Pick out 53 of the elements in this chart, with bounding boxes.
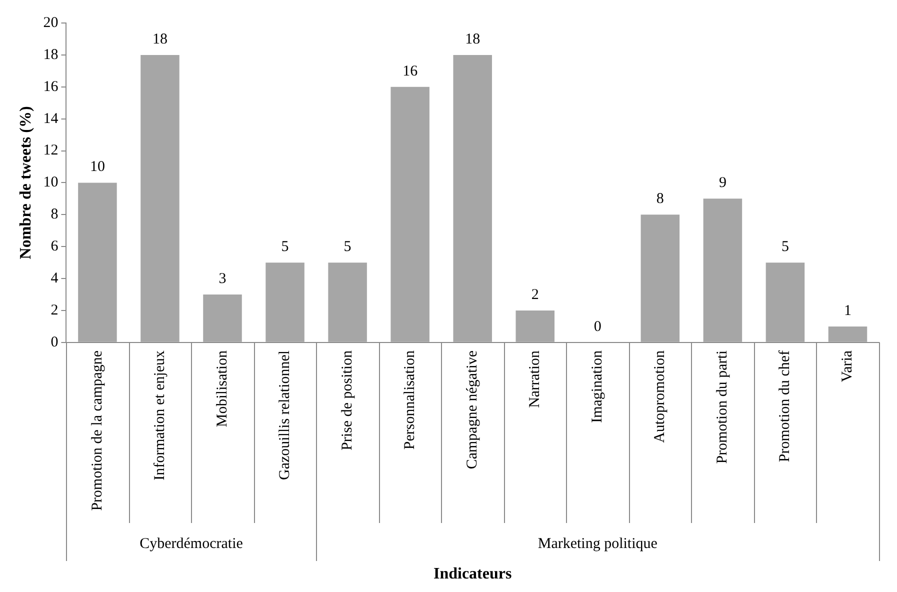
bar bbox=[328, 262, 367, 342]
bar bbox=[828, 326, 868, 342]
bar bbox=[390, 86, 430, 342]
x-tick-label: Gazouillis relationnel bbox=[276, 350, 293, 480]
y-tick-label: 6 bbox=[50, 238, 59, 255]
x-tick-label: Promotion de la campagne bbox=[89, 350, 106, 511]
text: Cyberdémocratie bbox=[140, 536, 244, 552]
y-tick-label: 18 bbox=[43, 46, 58, 63]
bar bbox=[703, 198, 742, 342]
bar bbox=[640, 214, 680, 342]
data-label: 8 bbox=[656, 191, 664, 208]
y-tick-label: 0 bbox=[50, 334, 58, 350]
x-tick-label: Imagination bbox=[590, 350, 606, 423]
x-tick-label: Information et enjeux bbox=[152, 350, 168, 480]
data-label: 5 bbox=[781, 239, 789, 256]
x-tick-label: Promotion du parti bbox=[714, 350, 731, 464]
bar bbox=[453, 54, 492, 342]
y-tick-label: 20 bbox=[43, 14, 58, 31]
data-label: 0 bbox=[594, 318, 602, 335]
x-tick-label: Autopromotion bbox=[652, 350, 668, 443]
y-tick-label: 16 bbox=[43, 78, 59, 95]
data-label: 3 bbox=[218, 270, 226, 287]
x-tick-label: Prise de position bbox=[339, 350, 356, 450]
x-axis-title: Indicateurs bbox=[433, 566, 512, 583]
data-label: 9 bbox=[718, 175, 726, 192]
y-axis-title: Nombre de tweets (%) bbox=[18, 106, 35, 260]
bar bbox=[203, 294, 242, 342]
bar bbox=[266, 262, 304, 342]
data-label: 1 bbox=[844, 302, 852, 319]
bar bbox=[766, 262, 805, 342]
data-label: 10 bbox=[90, 159, 105, 176]
bar bbox=[140, 54, 180, 342]
data-label: 5 bbox=[281, 239, 289, 256]
x-tick-label: Varia bbox=[840, 350, 856, 382]
y-tick-label: 14 bbox=[43, 110, 59, 127]
x-tick-label: Personnalisation bbox=[402, 350, 418, 450]
x-tick-label: Narration bbox=[527, 350, 544, 408]
y-tick-label: 2 bbox=[50, 302, 58, 318]
text: Marketing politique bbox=[538, 536, 658, 552]
data-label: 2 bbox=[531, 286, 539, 303]
y-tick-label: 10 bbox=[43, 174, 58, 191]
data-label: 18 bbox=[152, 31, 168, 48]
data-label: 5 bbox=[344, 239, 352, 256]
y-tick-label: 8 bbox=[50, 206, 58, 223]
bar bbox=[516, 310, 555, 342]
y-tick-label: 12 bbox=[43, 142, 58, 159]
x-tick-label: Mobilisation bbox=[214, 350, 230, 428]
bar bbox=[78, 182, 117, 342]
x-tick-label: Promotion du chef bbox=[777, 350, 794, 462]
data-label: 16 bbox=[402, 63, 418, 80]
y-tick-label: 4 bbox=[50, 270, 59, 286]
x-tick-label: Campagne négative bbox=[464, 350, 481, 470]
data-label: 18 bbox=[465, 31, 480, 48]
